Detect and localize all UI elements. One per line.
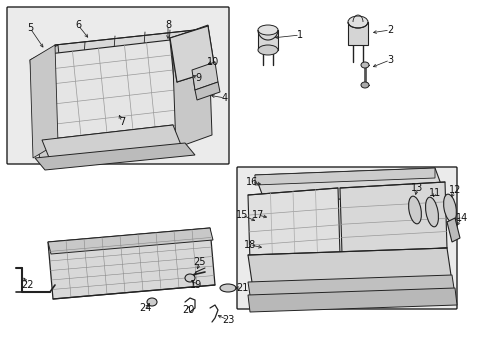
Text: 10: 10	[206, 57, 219, 67]
Text: 13: 13	[410, 183, 422, 193]
Polygon shape	[170, 26, 215, 82]
Text: 8: 8	[164, 20, 171, 30]
Text: 3: 3	[386, 55, 392, 65]
Polygon shape	[247, 275, 454, 302]
Text: 18: 18	[244, 240, 256, 250]
Ellipse shape	[443, 194, 455, 222]
Ellipse shape	[184, 274, 195, 282]
Text: 6: 6	[75, 20, 81, 30]
Polygon shape	[258, 30, 278, 50]
Polygon shape	[55, 30, 204, 145]
Polygon shape	[42, 125, 183, 165]
Text: 16: 16	[245, 177, 258, 187]
Polygon shape	[192, 62, 218, 90]
Text: 17: 17	[251, 210, 264, 220]
Text: 24: 24	[139, 303, 151, 313]
Polygon shape	[247, 248, 451, 289]
Ellipse shape	[347, 16, 367, 28]
Ellipse shape	[258, 45, 278, 55]
Ellipse shape	[408, 196, 421, 224]
Polygon shape	[30, 45, 68, 163]
Text: 4: 4	[222, 93, 227, 103]
Polygon shape	[339, 182, 446, 254]
Polygon shape	[247, 288, 456, 312]
Ellipse shape	[425, 197, 438, 227]
Text: 5: 5	[27, 23, 33, 33]
Polygon shape	[40, 40, 180, 155]
Text: 21: 21	[235, 283, 248, 293]
Polygon shape	[35, 143, 195, 170]
Text: 15: 15	[235, 210, 248, 220]
Text: 12: 12	[448, 185, 460, 195]
Text: 19: 19	[189, 280, 202, 290]
Text: 25: 25	[193, 257, 206, 267]
Text: 2: 2	[386, 25, 392, 35]
Ellipse shape	[147, 298, 157, 306]
Polygon shape	[247, 188, 339, 262]
Text: 9: 9	[195, 73, 201, 83]
Polygon shape	[30, 45, 58, 158]
FancyBboxPatch shape	[237, 167, 456, 309]
Polygon shape	[254, 168, 434, 185]
FancyBboxPatch shape	[7, 7, 228, 164]
Ellipse shape	[360, 62, 368, 68]
Text: 20: 20	[182, 305, 194, 315]
Polygon shape	[172, 25, 212, 148]
Polygon shape	[446, 218, 459, 242]
Text: 23: 23	[222, 315, 234, 325]
Text: 7: 7	[119, 117, 125, 127]
Polygon shape	[195, 82, 220, 100]
Ellipse shape	[360, 82, 368, 88]
Polygon shape	[347, 22, 367, 45]
Polygon shape	[254, 168, 444, 202]
Polygon shape	[48, 228, 213, 254]
Text: 11: 11	[428, 188, 440, 198]
Ellipse shape	[220, 284, 236, 292]
Text: 22: 22	[21, 280, 34, 290]
Polygon shape	[48, 228, 215, 299]
Text: 14: 14	[455, 213, 467, 223]
Text: 1: 1	[296, 30, 303, 40]
Ellipse shape	[258, 25, 278, 35]
